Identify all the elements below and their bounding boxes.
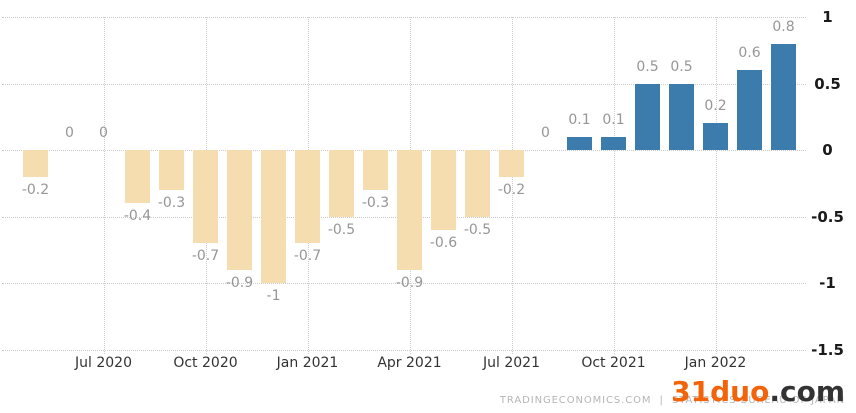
- bar[interactable]: [261, 150, 286, 283]
- bar[interactable]: [125, 150, 150, 204]
- bar-value-label: -0.3: [157, 194, 186, 211]
- h-gridline: [2, 349, 806, 351]
- watermark-suffix: .com: [769, 375, 845, 408]
- y-axis-tick-label: -1.5: [811, 340, 844, 359]
- bar-value-label: 0: [99, 125, 108, 141]
- bar-value-label: -0.6: [429, 234, 458, 251]
- bar[interactable]: [295, 150, 320, 244]
- bar-value-label: 0.1: [568, 111, 591, 128]
- bar-value-label: -0.5: [327, 221, 356, 238]
- bar[interactable]: [431, 150, 456, 230]
- bar-value-label: -1: [266, 288, 281, 304]
- bar[interactable]: [397, 150, 422, 270]
- h-gridline: [2, 283, 806, 284]
- bar[interactable]: [703, 123, 728, 150]
- bar[interactable]: [227, 150, 252, 270]
- bar-value-label: 0.2: [704, 98, 727, 115]
- bar-value-label: 0.8: [772, 18, 795, 35]
- bar-value-label: 0.5: [670, 58, 693, 75]
- bar-value-label: 0.1: [602, 111, 625, 128]
- bar-value-label: -0.7: [293, 248, 322, 265]
- bar-value-label: -0.7: [191, 248, 220, 265]
- x-axis-tick-label: Oct 2020: [173, 355, 238, 371]
- bar-value-label: -0.3: [361, 194, 390, 211]
- x-axis-tick-label: Jan 2022: [684, 355, 747, 371]
- bar[interactable]: [601, 136, 626, 150]
- bar[interactable]: [669, 83, 694, 150]
- bar[interactable]: [499, 150, 524, 177]
- bar[interactable]: [465, 150, 490, 217]
- bar-value-label: 0.6: [738, 45, 761, 62]
- bar-value-label: -0.5: [463, 221, 492, 238]
- watermark-link[interactable]: 31duo.com: [671, 378, 845, 406]
- bar-value-label: -0.9: [395, 274, 424, 291]
- y-axis-tick-label: 0.5: [814, 74, 841, 93]
- bar-value-label: -0.2: [21, 181, 50, 198]
- bar[interactable]: [159, 150, 184, 190]
- attribution-text: TRADINGECONOMICS.COM | STATISTICS BUREAU…: [499, 395, 845, 406]
- x-axis-tick-label: Oct 2021: [581, 355, 646, 371]
- bar[interactable]: [23, 150, 48, 177]
- watermark-brand: 31duo: [671, 375, 770, 408]
- v-gridline: [715, 17, 717, 354]
- y-axis-tick-label: -0.5: [811, 207, 844, 226]
- bar[interactable]: [193, 150, 218, 244]
- bar-value-label: -0.9: [225, 274, 254, 291]
- v-gridline: [511, 17, 513, 354]
- bar-value-label: 0.5: [636, 58, 659, 75]
- v-gridline: [103, 17, 105, 354]
- y-axis-tick-label: -1: [819, 274, 836, 292]
- h-gridline: [2, 83, 806, 85]
- bar[interactable]: [771, 43, 796, 150]
- y-axis-tick-label: 0: [822, 141, 833, 159]
- bar[interactable]: [567, 136, 592, 150]
- bar[interactable]: [329, 150, 354, 217]
- h-gridline: [2, 17, 806, 18]
- bar-value-label: 0: [65, 125, 74, 141]
- bar-value-label: 0: [541, 125, 550, 141]
- x-axis-tick-label: Jan 2021: [276, 355, 339, 371]
- bar-value-label: -0.2: [497, 181, 526, 198]
- bar[interactable]: [737, 70, 762, 150]
- bar[interactable]: [635, 83, 660, 150]
- x-axis-tick-label: Jul 2021: [483, 355, 540, 371]
- v-gridline: [613, 17, 615, 354]
- bar[interactable]: [363, 150, 388, 190]
- x-axis-tick-label: Jul 2020: [75, 355, 132, 371]
- bar-value-label: -0.4: [123, 208, 152, 225]
- y-axis-tick-label: 1: [822, 8, 833, 26]
- x-axis-tick-label: Apr 2021: [377, 355, 442, 371]
